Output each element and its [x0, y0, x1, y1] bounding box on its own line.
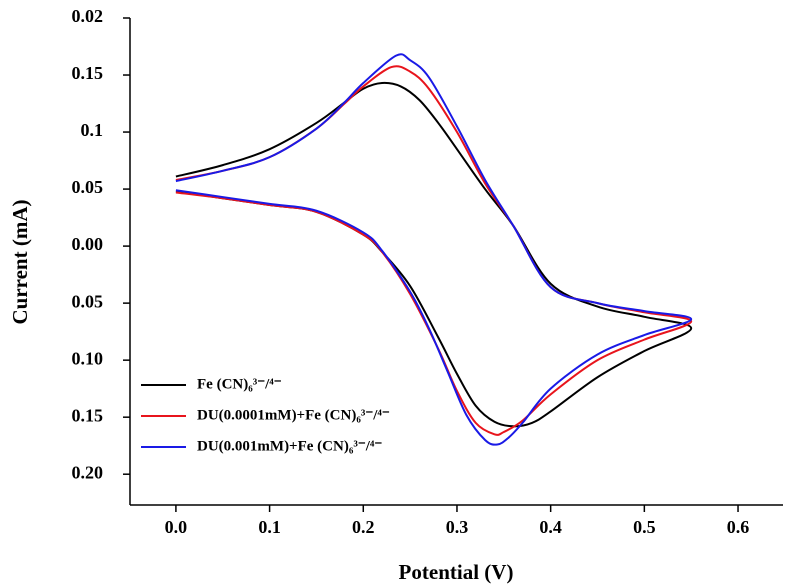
y-axis-title: Current (mA) [8, 199, 32, 324]
series-line [175, 81, 693, 428]
y-tick-label: 0.05 [72, 291, 104, 311]
x-tick-label: 0.1 [258, 517, 281, 537]
y-tick-label: 0.15 [72, 405, 104, 425]
y-tick-label: 0.05 [72, 177, 104, 197]
legend-label: DU(0.0001mM)+Fe (CN)₆³⁻/⁴⁻ [197, 407, 390, 423]
y-tick-label: 0.02 [72, 6, 104, 26]
x-tick-label: 0.5 [633, 517, 656, 537]
x-axis-title: Potential (V) [399, 560, 514, 584]
y-tick-label: 0.20 [72, 462, 104, 482]
legend-label: Fe (CN)₆³⁻/⁴⁻ [197, 376, 282, 392]
y-tick-label: 0.10 [72, 348, 104, 368]
x-tick-label: 0.0 [165, 517, 188, 537]
x-tick-label: 0.4 [539, 517, 562, 537]
series-line [175, 53, 693, 446]
y-tick-label: 0.1 [81, 120, 104, 140]
x-tick-label: 0.3 [446, 517, 469, 537]
x-tick-label: 0.2 [352, 517, 375, 537]
y-tick-label: 0.00 [72, 234, 104, 254]
x-tick-label: 0.6 [727, 517, 750, 537]
legend-label: DU(0.001mM)+Fe (CN)₆³⁻/⁴⁻ [197, 438, 382, 454]
y-tick-label: 0.15 [72, 63, 104, 83]
